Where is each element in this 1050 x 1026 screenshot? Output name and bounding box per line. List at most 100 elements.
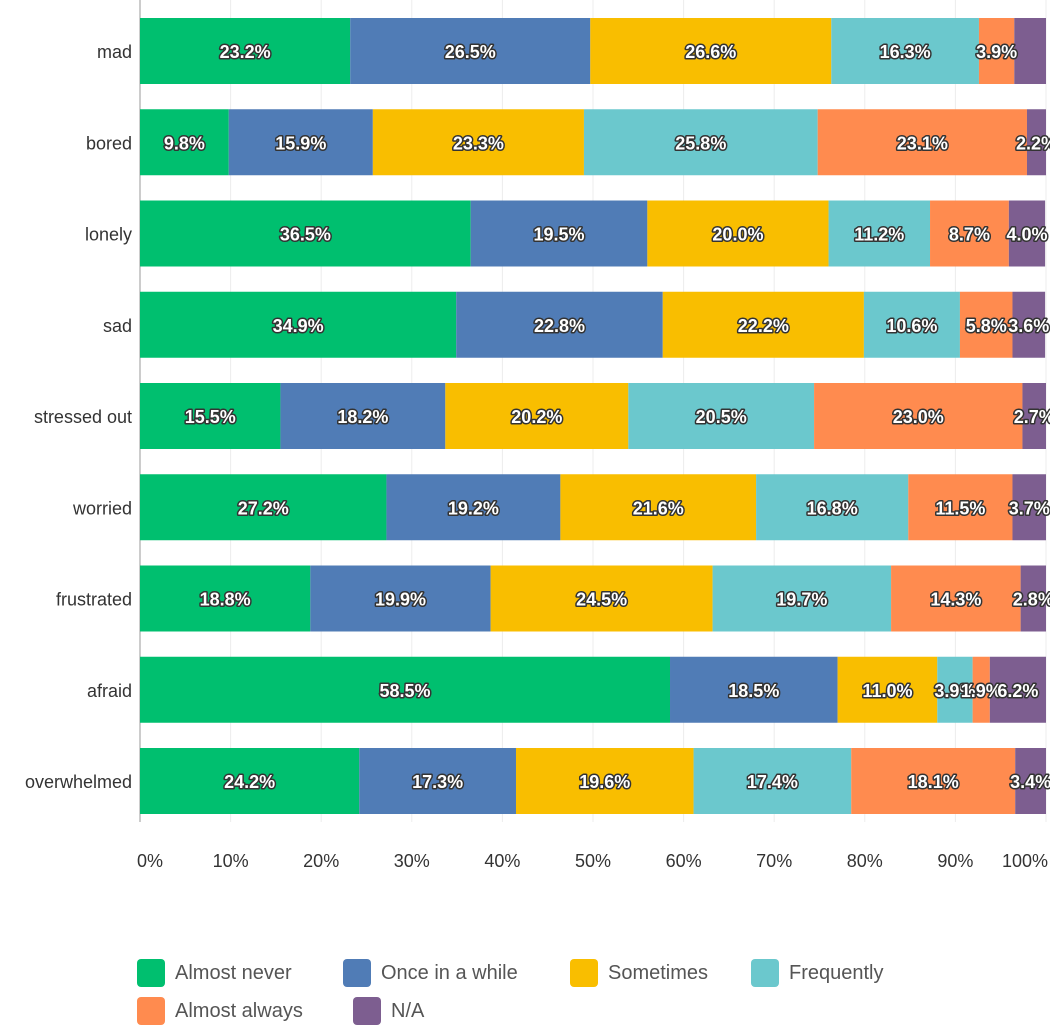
bar-segment xyxy=(1015,748,1046,814)
data-label: 1.9% xyxy=(961,681,1002,701)
bar-segment xyxy=(590,18,832,84)
data-label: 16.3% xyxy=(880,42,931,62)
data-label: 18.2% xyxy=(337,407,388,427)
x-tick-label: 50% xyxy=(575,851,611,871)
data-label: 19.2% xyxy=(448,498,499,518)
bar-segment xyxy=(959,291,1013,358)
x-tick-label: 80% xyxy=(847,851,883,871)
bar-segment xyxy=(891,565,1021,632)
bar-segment xyxy=(814,383,1023,449)
bar-segment xyxy=(863,291,960,358)
bar-segment xyxy=(280,383,446,449)
bar-segment xyxy=(1026,109,1046,176)
data-label: 3.6% xyxy=(1008,316,1049,336)
data-label: 5.8% xyxy=(966,316,1007,336)
x-tick-label: 70% xyxy=(756,851,792,871)
data-label: 23.3% xyxy=(453,133,504,153)
legend-label: Almost never xyxy=(175,961,292,984)
data-label: 23.0% xyxy=(893,407,944,427)
data-label: 24.5% xyxy=(576,590,627,610)
data-label: 11.5% xyxy=(935,498,985,518)
bar-segment xyxy=(560,474,757,541)
category-label: sad xyxy=(103,316,132,336)
category-labels: mad bored lonely sad stressed out worried frus… xyxy=(25,42,132,792)
data-label: 26.6% xyxy=(685,42,736,62)
bar-segment xyxy=(140,200,471,267)
legend-label: Sometimes xyxy=(608,961,709,984)
data-label: 22.2% xyxy=(738,316,789,336)
x-tick-label: 10% xyxy=(213,851,249,871)
bar-segment xyxy=(989,656,1046,723)
bar-segment xyxy=(978,18,1015,84)
legend-label: Frequently xyxy=(789,961,884,984)
data-label: 3.4% xyxy=(1010,772,1050,792)
bar-segment xyxy=(140,383,281,449)
data-label: 17.4% xyxy=(747,772,798,792)
bar-segment xyxy=(445,383,629,449)
data-label: 2.7% xyxy=(1014,407,1050,427)
category-label: overwhelmed xyxy=(25,772,132,792)
x-tick-label: 90% xyxy=(937,851,973,871)
category-label: worried xyxy=(72,498,132,518)
x-tick-label: 0% xyxy=(137,851,163,871)
bar-segment xyxy=(140,474,387,541)
bar-segment xyxy=(1012,291,1046,358)
legend-label: Once in a while xyxy=(381,961,518,984)
data-label: 11.0% xyxy=(862,681,912,701)
data-label: 34.9% xyxy=(273,316,324,336)
bar-segment xyxy=(140,291,457,358)
bar-segment xyxy=(693,748,852,814)
legend-swatch xyxy=(137,997,165,1025)
bars xyxy=(140,18,1046,814)
data-label: 20.5% xyxy=(696,407,747,427)
data-label: 19.7% xyxy=(776,590,827,610)
data-label: 24.2% xyxy=(224,772,275,792)
data-label: 3.7% xyxy=(1009,498,1050,518)
legend-item: Once in a while xyxy=(343,958,518,988)
category-label: afraid xyxy=(87,681,132,701)
data-label: 11.2% xyxy=(854,225,904,245)
bar-segment xyxy=(583,109,818,176)
legend-swatch xyxy=(570,959,598,987)
bar-segment xyxy=(372,109,584,176)
bar-segment xyxy=(456,291,663,358)
bar-segment xyxy=(140,109,229,176)
bar-segment xyxy=(851,748,1016,814)
bar-segment xyxy=(1012,474,1046,541)
bar-segment xyxy=(930,200,1009,267)
category-label: lonely xyxy=(85,225,132,245)
bar-segment xyxy=(140,656,671,723)
bar-segment xyxy=(712,565,892,632)
data-label: 15.9% xyxy=(275,133,326,153)
bar-segment xyxy=(310,565,491,632)
data-label: 23.2% xyxy=(220,42,271,62)
x-tick-label: 30% xyxy=(394,851,430,871)
bar-segment xyxy=(828,200,931,267)
legend-label: N/A xyxy=(391,999,425,1022)
bar-segment xyxy=(140,565,311,632)
bar-segment xyxy=(972,656,990,723)
data-label: 4.0% xyxy=(1006,225,1047,245)
data-label: 2.2% xyxy=(1016,133,1050,153)
bar-segment xyxy=(831,18,979,84)
bar-segment xyxy=(490,565,713,632)
legend-swatch xyxy=(343,959,371,987)
data-label: 21.6% xyxy=(633,498,684,518)
bar-segment xyxy=(359,748,516,814)
bar-segment xyxy=(647,200,829,267)
x-tick-label: 40% xyxy=(484,851,520,871)
bar-segment xyxy=(628,383,815,449)
data-label: 6.2% xyxy=(997,681,1038,701)
bar-segment xyxy=(1014,18,1046,84)
bar-segment xyxy=(908,474,1013,541)
bar-segment xyxy=(937,656,973,723)
category-label: stressed out xyxy=(34,407,132,427)
data-label: 9.8% xyxy=(164,133,205,153)
legend-swatch xyxy=(353,997,381,1025)
data-label: 3.9% xyxy=(976,42,1017,62)
bar-segment xyxy=(470,200,648,267)
x-axis-tick-labels: 0% 10% 20% 30% 40% 50% 60% 70% 80% 90% 100% xyxy=(137,851,1048,871)
data-label: 18.1% xyxy=(908,772,959,792)
bar-segment xyxy=(228,109,373,176)
